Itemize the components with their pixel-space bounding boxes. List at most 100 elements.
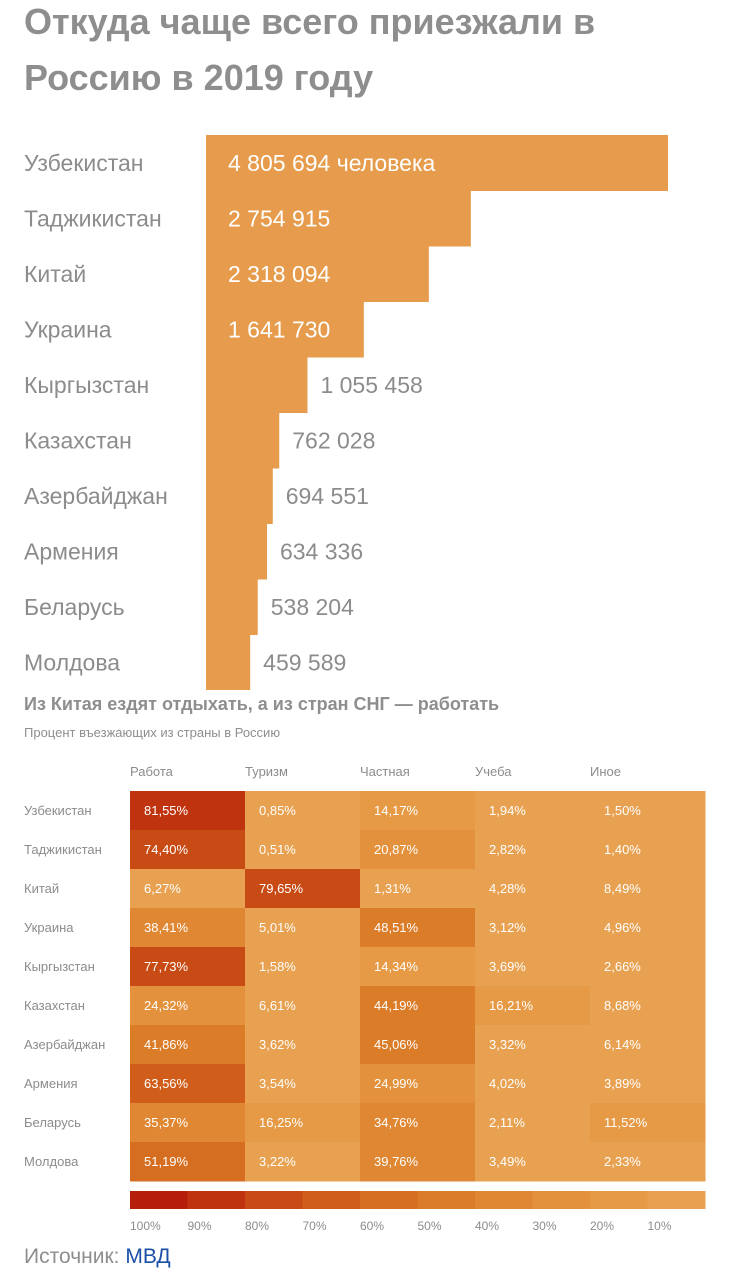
heatmap-caption: Процент въезжающих из страны в Россию <box>24 725 281 740</box>
scale-swatch <box>245 1191 303 1209</box>
heatmap-cell <box>130 1064 246 1104</box>
heatmap-cell-label: 0,85% <box>259 803 296 818</box>
heatmap-cell <box>245 1064 361 1104</box>
bar-category-label: Узбекистан <box>24 150 144 176</box>
heatmap-cell-label: 45,06% <box>374 1037 419 1052</box>
heatmap-cell-label: 39,76% <box>374 1154 419 1169</box>
heatmap-cell <box>130 830 246 870</box>
source-label: Источник: <box>24 1245 120 1268</box>
heatmap-cell <box>360 791 476 831</box>
heatmap-cell <box>475 830 591 870</box>
bar-value-label: 2 318 094 <box>228 261 331 287</box>
heatmap-cell <box>130 1025 246 1065</box>
bar-chart: Узбекистан 4 805 694 человека Таджикистан 2… <box>24 135 668 690</box>
heatmap-cell <box>590 986 706 1026</box>
heatmap-column-header: Туризм <box>245 764 288 779</box>
heatmap-cell-label: 14,17% <box>374 803 419 818</box>
heatmap-cell <box>130 1103 246 1143</box>
heatmap-row-label: Таджикистан <box>24 842 102 857</box>
bar-1 <box>206 190 471 247</box>
scale-tick-label: 50% <box>418 1219 442 1233</box>
bar-value-label: 2 754 915 <box>228 206 330 232</box>
heatmap-cell <box>245 1025 361 1065</box>
heatmap-cell <box>590 1064 706 1104</box>
heatmap-cell-label: 6,27% <box>144 881 181 896</box>
heatmap-cell-label: 8,68% <box>604 998 641 1013</box>
heatmap-row-label: Казахстан <box>24 998 85 1013</box>
bar-category-label: Молдова <box>24 650 120 676</box>
heatmap-cell-label: 5,01% <box>259 920 296 935</box>
scale-tick-label: 60% <box>360 1219 384 1233</box>
heatmap-cell <box>130 791 246 831</box>
heatmap-cell-label: 3,12% <box>489 920 526 935</box>
heatmap-cell-label: 3,49% <box>489 1154 526 1169</box>
bar-value-label: 694 551 <box>286 483 369 509</box>
heatmap-row-label: Китай <box>24 881 59 896</box>
heatmap-cell <box>590 1142 706 1182</box>
heatmap-cell <box>475 1103 591 1143</box>
heatmap-cell <box>475 1064 591 1104</box>
scale-tick-label: 10% <box>648 1219 672 1233</box>
scale-tick-label: 90% <box>188 1219 212 1233</box>
scale-swatch <box>475 1191 533 1209</box>
heatmap-column-header: Иное <box>590 764 621 779</box>
heatmap-cell-label: 2,33% <box>604 1154 641 1169</box>
heatmap-cell <box>130 986 246 1026</box>
bar-7 <box>206 523 267 580</box>
heatmap-cell-label: 38,41% <box>144 920 189 935</box>
scale-tick-label: 100% <box>130 1219 161 1233</box>
scale-swatch <box>187 1191 246 1209</box>
heatmap-cell-label: 16,25% <box>259 1115 304 1130</box>
heatmap-cell <box>590 1103 706 1143</box>
scale-tick-label: 30% <box>533 1219 557 1233</box>
heatmap-cell <box>590 869 706 909</box>
heatmap-row-label: Армения <box>24 1076 78 1091</box>
scale-swatch <box>647 1191 706 1209</box>
heatmap-cell <box>245 908 361 948</box>
heatmap-cell <box>245 869 361 909</box>
heatmap-cell <box>245 791 361 831</box>
heatmap-cell <box>130 869 246 909</box>
heatmap-cell-label: 63,56% <box>144 1076 189 1091</box>
heatmap-cell-label: 20,87% <box>374 842 419 857</box>
heatmap-cell-label: 3,32% <box>489 1037 526 1052</box>
source-link[interactable]: МВД <box>125 1245 171 1268</box>
heatmap-cell <box>590 1025 706 1065</box>
heatmap-row-label: Молдова <box>24 1154 79 1169</box>
heatmap-cell <box>475 791 591 831</box>
scale-tick-label: 20% <box>590 1219 614 1233</box>
heatmap-row-label: Беларусь <box>24 1115 81 1130</box>
heatmap-cell <box>360 1064 476 1104</box>
heatmap-cell-label: 0,51% <box>259 842 296 857</box>
heatmap-cell-label: 3,22% <box>259 1154 296 1169</box>
bar-8 <box>206 579 258 635</box>
heatmap-cell <box>360 986 476 1026</box>
bar-value-label: 1 055 458 <box>320 372 422 398</box>
heatmap-cell <box>245 1103 361 1143</box>
heatmap-cell <box>245 830 361 870</box>
heatmap-cell <box>360 869 476 909</box>
heatmap-cell-label: 1,31% <box>374 881 411 896</box>
bar-2 <box>206 246 429 302</box>
page-title: Откуда чаще всего приезжали в Россию в 2… <box>24 1 596 98</box>
scale-swatch <box>532 1191 591 1209</box>
bar-5 <box>206 412 280 469</box>
heatmap-cell <box>475 1142 591 1182</box>
heatmap-cell-label: 24,32% <box>144 998 189 1013</box>
heatmap-cell <box>245 1142 361 1182</box>
heatmap-cell <box>590 908 706 948</box>
heatmap-cell <box>360 908 476 948</box>
heatmap-cell-label: 11,52% <box>604 1115 648 1130</box>
heatmap-cell-label: 8,49% <box>604 881 641 896</box>
bar-value-label: 459 589 <box>263 650 346 676</box>
scale-swatch <box>130 1191 188 1209</box>
heatmap-cell-label: 81,55% <box>144 803 189 818</box>
heatmap-cell-label: 3,62% <box>259 1037 296 1052</box>
heatmap-cell <box>590 791 706 831</box>
scale-swatch <box>590 1191 648 1209</box>
heatmap-cell-label: 16,21% <box>489 998 534 1013</box>
heatmap-cell <box>360 1142 476 1182</box>
heatmap-column-header: Частная <box>360 764 410 779</box>
bar-6 <box>206 468 273 524</box>
heatmap-cell <box>475 869 591 909</box>
